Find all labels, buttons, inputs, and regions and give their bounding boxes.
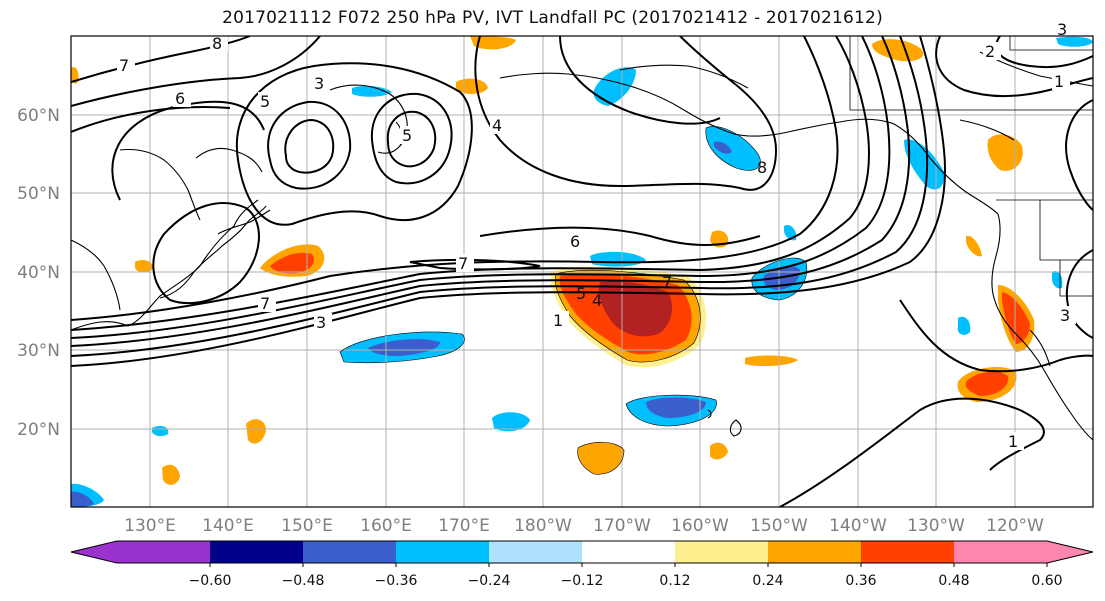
colorbar-tick-label: 0.48 — [938, 573, 969, 589]
lon-label: 130°E — [124, 516, 176, 536]
positive-anomaly-small-5 — [987, 134, 1023, 171]
colorbar-segment — [489, 541, 583, 563]
positive-anomaly-small-7 — [246, 419, 266, 444]
map-frame — [70, 35, 1094, 508]
negative-anomaly-corner-core — [71, 491, 94, 507]
contour-label: 6 — [175, 89, 185, 108]
lon-label: 130°W — [907, 516, 965, 536]
positive-anomaly-small-1 — [745, 355, 798, 367]
latitude-labels: 60°N 50°N 40°N 30°N 20°N — [17, 106, 60, 440]
negative-anomaly-small-2 — [492, 412, 530, 432]
lon-label: 120°W — [986, 516, 1044, 536]
colorbar-segment — [117, 541, 211, 563]
contour-label: 8 — [757, 158, 767, 177]
negative-anomaly-alaska — [593, 67, 636, 106]
colorbar-tick-label: 0.24 — [752, 573, 783, 589]
negative-anomaly-gulf-core — [714, 141, 732, 154]
lat-label: 40°N — [17, 263, 60, 283]
colorbar-tick-label: 0.36 — [845, 573, 876, 589]
contour-label: 1 — [1054, 72, 1064, 91]
contour-label: 3 — [314, 74, 324, 93]
colorbar-segment — [954, 541, 1047, 563]
positive-anomaly-small-10 — [135, 260, 154, 273]
positive-anomaly-small-8 — [162, 464, 180, 485]
colorbar-tick-label: −0.12 — [561, 573, 604, 589]
lat-label: 50°N — [17, 184, 60, 204]
lon-label: 140°W — [829, 516, 887, 536]
negative-anomaly-small-4 — [1056, 36, 1093, 47]
colorbar-under-arrow — [71, 541, 117, 563]
contour-label: 6 — [570, 232, 580, 251]
contour-labels: 8 7 6 5 3 2 1 4 5 6 7 3 1 5 4 7 8 3 1 — [117, 20, 1076, 451]
positive-anomaly-small-11 — [966, 235, 982, 257]
colorbar-tick-label: 0.12 — [659, 573, 690, 589]
negative-anomaly-small-5 — [957, 316, 971, 335]
colorbar-segment — [582, 541, 676, 563]
positive-anomaly-small-9 — [710, 442, 728, 460]
contour-label: 3 — [1057, 20, 1067, 39]
colorbar-segment — [303, 541, 397, 563]
colorbar-tick-label: 0.60 — [1031, 573, 1062, 589]
colorbar-tick-label: −0.60 — [189, 573, 232, 589]
colorbar-over-arrow — [1047, 541, 1093, 563]
map-title: 2017021112 F072 250 hPa PV, IVT Landfall… — [222, 8, 883, 28]
lon-label: 150°E — [281, 516, 333, 536]
contour-label: 7 — [662, 273, 672, 292]
positive-anomaly-california-core — [1002, 292, 1030, 344]
colorbar: −0.60 −0.48 −0.36 −0.24 −0.12 0.12 0.24 0.36 0.4… — [70, 540, 1094, 589]
lon-label: 180°W — [514, 516, 572, 536]
colorbar-segment — [210, 541, 304, 563]
negative-anomaly-gulf — [705, 126, 761, 171]
negative-anomaly-small-3 — [352, 85, 392, 97]
contour-label: 1 — [553, 311, 563, 330]
anomaly-outlines — [339, 126, 808, 475]
colorbar-segment — [396, 541, 490, 563]
positive-anomaly-central-core — [598, 281, 673, 337]
contour-label: 2 — [985, 42, 995, 61]
negative-anomaly-bc — [904, 139, 945, 190]
lat-label: 60°N — [17, 106, 60, 126]
pv-contours — [71, 36, 1093, 507]
contour-label: 4 — [492, 116, 502, 135]
lon-label: 170°W — [593, 516, 651, 536]
lon-label: 160°E — [360, 516, 412, 536]
colorbar-segment — [768, 541, 862, 563]
positive-anomaly-japan-core — [270, 252, 315, 274]
country-borders — [849, 36, 1093, 297]
contour-label: 7 — [458, 254, 468, 273]
lat-label: 20°N — [17, 420, 60, 440]
contour-label: 3 — [1060, 306, 1070, 325]
lon-label: 140°E — [202, 516, 254, 536]
contour-label: 1 — [1008, 432, 1018, 451]
positive-anomaly-hawaii — [577, 442, 624, 475]
longitude-labels: 130°E 140°E 150°E 160°E 170°E 180°W 170°… — [124, 516, 1044, 536]
contour-label: 5 — [402, 126, 412, 145]
lon-label: 170°E — [438, 516, 490, 536]
negative-anomaly-hawaii-north-core — [646, 397, 706, 418]
positive-anomaly-small-3 — [470, 36, 516, 50]
positive-anomaly-subtropical-east-core — [965, 371, 1009, 396]
contour-label: 7 — [119, 56, 129, 75]
lon-label: 160°W — [671, 516, 729, 536]
contour-label: 7 — [260, 294, 270, 313]
colorbar-segment — [675, 541, 769, 563]
lon-label: 150°W — [750, 516, 808, 536]
colorbar-tick-label: −0.24 — [468, 573, 511, 589]
colorbar-outline — [70, 540, 1094, 564]
contour-label: 5 — [576, 284, 586, 303]
contour-label: 8 — [212, 34, 222, 53]
colorbar-segments — [117, 541, 1048, 563]
colorbar-labels: −0.60 −0.48 −0.36 −0.24 −0.12 0.12 0.24 0.36 0.4… — [189, 563, 1063, 589]
contour-label: 3 — [316, 313, 326, 332]
colorbar-tick-label: −0.36 — [375, 573, 418, 589]
contour-label: 4 — [592, 291, 602, 310]
contour-label: 5 — [260, 92, 270, 111]
lat-label: 30°N — [17, 341, 60, 361]
colorbar-tick-label: −0.48 — [282, 573, 325, 589]
colorbar-segment — [861, 541, 955, 563]
